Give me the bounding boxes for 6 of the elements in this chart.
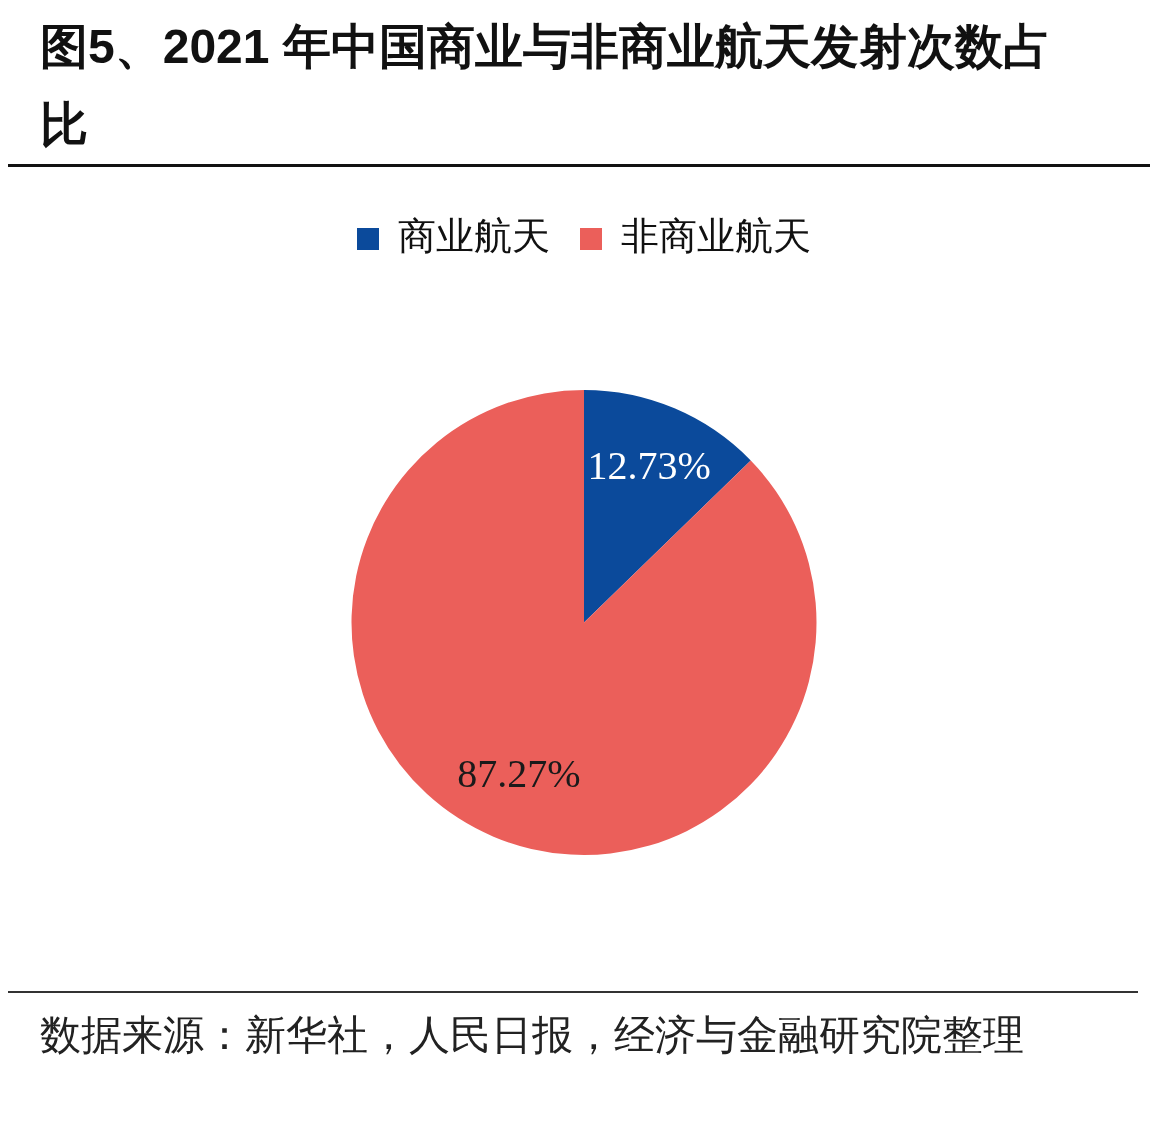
data-label: 87.27% (457, 751, 581, 797)
legend-label: 非商业航天 (621, 214, 811, 257)
chart-title: 图5、2021 年中国商业与非商业航天发射次数占比 (39, 19, 1052, 153)
source-note: 数据来源：新华社，人民日报，经济与金融研究院整理 (40, 1011, 1025, 1060)
data-label: 12.73% (587, 442, 711, 488)
legend-label: 商业航天 (398, 214, 550, 257)
